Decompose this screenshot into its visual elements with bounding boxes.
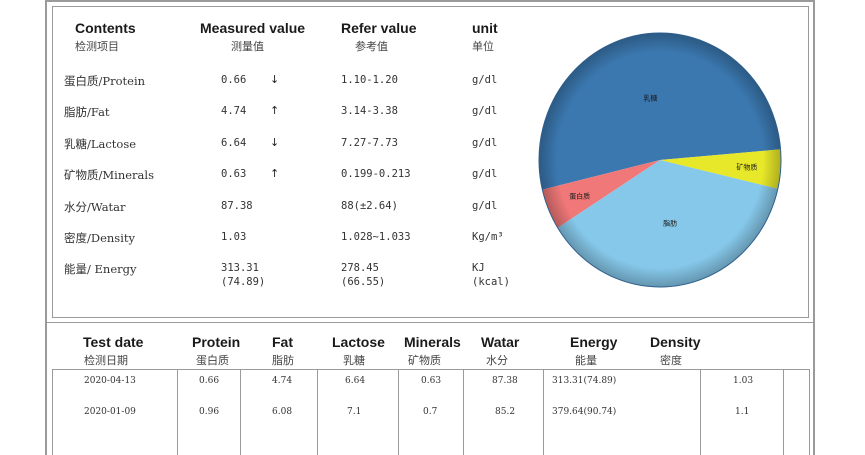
header-refer: Refer value	[341, 20, 417, 36]
refer-value: 7.27-7.73	[341, 137, 398, 149]
section-divider	[45, 322, 815, 323]
report-frame	[45, 0, 815, 455]
hist-minerals: 0.63	[421, 376, 442, 386]
measured-value: 313.31	[221, 262, 259, 274]
hist-header-density-cn: 密度	[660, 354, 682, 367]
refer-value-kcal: (66.55)	[341, 276, 386, 288]
hist-header-fat-cn: 脂肪	[272, 354, 294, 367]
hist-density: 1.1	[735, 407, 750, 417]
hist-header-lactose: Lactose	[332, 334, 385, 350]
unit-value: g/dl	[472, 105, 498, 117]
hist-grid-col-2	[240, 369, 241, 455]
item-label: 乳糖/Lactose	[64, 137, 137, 151]
pie-label-0: 乳糖	[643, 93, 657, 102]
pie-outline	[538, 32, 782, 288]
hist-protein: 0.96	[199, 407, 220, 417]
hist-header-energy-cn: 能量	[575, 354, 597, 367]
hist-grid-col-0	[52, 369, 53, 455]
refer-value: 3.14-3.38	[341, 105, 398, 117]
pie-label-1: 矿物质	[736, 163, 757, 172]
measured-value: 1.03	[221, 231, 247, 243]
unit-value: KJ	[472, 262, 485, 274]
item-label: 能量/ Energy	[64, 262, 137, 276]
hist-grid-col-3	[317, 369, 318, 455]
unit-value: Kg/m³	[472, 231, 504, 243]
hist-header-date-cn: 检测日期	[84, 354, 128, 367]
unit-value: g/dl	[472, 200, 498, 212]
header-unit-cn: 单位	[472, 40, 494, 53]
refer-value: 278.45	[341, 262, 379, 274]
down-arrow-icon: ↓	[270, 73, 280, 86]
hist-grid-col-6	[543, 369, 544, 455]
item-label: 脂肪/Fat	[64, 105, 110, 119]
measured-value: 87.38	[221, 200, 253, 212]
refer-value: 1.10-1.20	[341, 74, 398, 86]
up-arrow-icon: ↑	[270, 167, 280, 180]
pie-shade	[539, 33, 781, 287]
unit-value: g/dl	[472, 137, 498, 149]
hist-energy: 379.64(90.74)	[552, 407, 617, 417]
hist-grid-col-9	[809, 369, 810, 455]
hist-grid-col-5	[463, 369, 464, 455]
header-measured: Measured value	[200, 20, 306, 36]
hist-header-minerals: Minerals	[404, 334, 461, 350]
hist-date: 2020-01-09	[84, 407, 136, 417]
header-contents-cn: 检测项目	[75, 40, 119, 53]
refer-value: 1.028~1.033	[341, 231, 411, 243]
hist-header-watar: Watar	[481, 334, 520, 350]
down-arrow-icon: ↓	[270, 136, 280, 149]
refer-value: 88(±2.64)	[341, 200, 398, 212]
top-border	[45, 0, 815, 2]
hist-minerals: 0.7	[423, 407, 438, 417]
hist-fat: 6.08	[272, 407, 293, 417]
hist-header-fat: Fat	[272, 334, 293, 350]
pie-label-2: 脂肪	[663, 219, 677, 228]
hist-header-density: Density	[650, 334, 701, 350]
unit-value: g/dl	[472, 74, 498, 86]
up-arrow-icon: ↑	[270, 104, 280, 117]
refer-value: 0.199-0.213	[341, 168, 411, 180]
measured-value: 0.66	[221, 74, 247, 86]
hist-lactose: 7.1	[347, 407, 362, 417]
hist-grid-col-7	[700, 369, 701, 455]
header-measured-cn: 测量值	[231, 40, 264, 53]
contents-panel	[52, 6, 809, 318]
hist-watar: 85.2	[495, 407, 516, 417]
hist-watar: 87.38	[492, 376, 518, 386]
hist-header-lactose-cn: 乳糖	[343, 354, 365, 367]
header-unit: unit	[472, 20, 498, 36]
hist-grid-col-4	[398, 369, 399, 455]
measured-value: 6.64	[221, 137, 247, 149]
hist-grid-top	[52, 369, 809, 370]
measured-value: 4.74	[221, 105, 247, 117]
unit-value: g/dl	[472, 168, 498, 180]
hist-header-date: Test date	[83, 334, 144, 350]
unit-value-kcal: (kcal)	[472, 276, 510, 288]
measured-value-kcal: (74.89)	[221, 276, 266, 288]
measured-value: 0.63	[221, 168, 247, 180]
hist-energy: 313.31(74.89)	[552, 376, 617, 386]
hist-grid-col-8	[783, 369, 784, 455]
hist-header-energy: Energy	[570, 334, 618, 350]
pie-label-3: 蛋白质	[569, 192, 590, 201]
hist-density: 1.03	[733, 376, 754, 386]
header-contents: Contents	[75, 20, 136, 36]
item-label: 蛋白质/Protein	[64, 74, 146, 88]
hist-header-minerals-cn: 矿物质	[408, 354, 441, 367]
hist-grid-col-1	[177, 369, 178, 455]
hist-header-protein-cn: 蛋白质	[196, 354, 229, 367]
header-refer-cn: 参考值	[355, 40, 388, 53]
hist-protein: 0.66	[199, 376, 220, 386]
hist-date: 2020-04-13	[84, 376, 136, 386]
hist-header-protein: Protein	[192, 334, 241, 350]
item-label: 矿物质/Minerals	[64, 168, 154, 182]
item-label: 水分/Watar	[64, 200, 126, 214]
hist-header-watar-cn: 水分	[486, 354, 508, 367]
item-label: 密度/Density	[64, 231, 136, 245]
hist-fat: 4.74	[272, 376, 293, 386]
hist-lactose: 6.64	[345, 376, 366, 386]
